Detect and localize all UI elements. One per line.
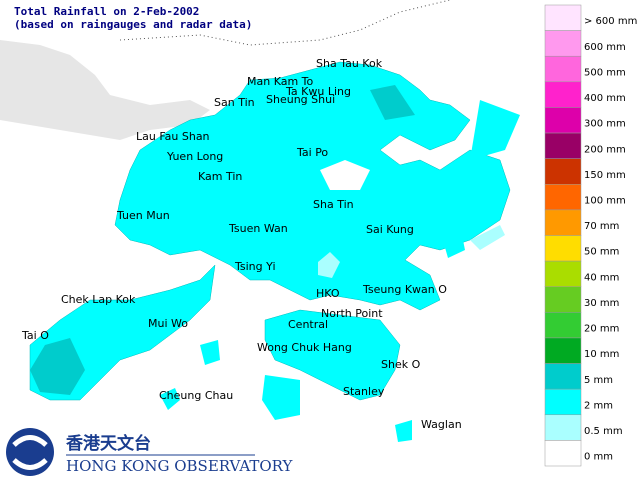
legend-label: 0 mm: [584, 452, 613, 463]
place-label: Tai O: [21, 329, 49, 342]
title-line-2: (based on raingauges and radar data): [14, 18, 252, 31]
boundary: [119, 0, 451, 46]
logo: 香港天文台 Hong Kong Observatory: [6, 428, 293, 476]
new-territories: [114, 61, 511, 311]
legend-label: 10 mm: [584, 349, 619, 360]
legend-label: 5 mm: [584, 375, 613, 386]
legend-label: 150 mm: [584, 170, 626, 181]
legend-swatch: [544, 337, 582, 364]
legend-label: 200 mm: [584, 144, 626, 155]
legend-swatch: [544, 4, 582, 31]
legend-label: 40 mm: [584, 272, 619, 283]
island: [200, 340, 220, 365]
place-label: Tseung Kwan O: [362, 283, 447, 296]
place-label: Sha Tin: [313, 198, 354, 211]
legend-swatch: [544, 235, 582, 262]
place-label: HKO: [316, 287, 340, 300]
place-label: Shek O: [381, 358, 421, 371]
mainland-north: [0, 0, 460, 65]
island: [440, 225, 465, 258]
legend-label: 300 mm: [584, 119, 626, 130]
legend: > 600 mm 600 mm 500 mm 400 mm 300 mm 200 mm 15…: [544, 4, 637, 467]
place-label: Stanley: [343, 385, 385, 398]
island: [395, 420, 412, 442]
legend-label: 0.5 mm: [584, 426, 623, 437]
legend-swatch: [544, 260, 582, 287]
tolo-harbour: [320, 160, 370, 190]
place-label: Cheung Chau: [159, 389, 233, 402]
legend-swatch: [544, 158, 582, 185]
legend-label: 30 mm: [584, 298, 619, 309]
logo-english: Hong Kong Observatory: [66, 457, 293, 475]
rain-5mm-patch: [30, 338, 85, 395]
place-label: Sai Kung: [366, 223, 414, 236]
legend-swatch: [544, 414, 582, 441]
place-label: Waglan: [421, 418, 462, 431]
legend-label: 2 mm: [584, 400, 613, 411]
place-label: Tsuen Wan: [228, 222, 288, 235]
place-label: Central: [288, 318, 328, 331]
legend-swatch: [544, 209, 582, 236]
place-label: Wong Chuk Hang: [257, 341, 352, 354]
legend-label: 100 mm: [584, 195, 626, 206]
place-label: Mui Wo: [148, 317, 188, 330]
legend-swatch: [544, 286, 582, 313]
place-label: San Tin: [214, 96, 255, 109]
place-label: North Point: [321, 307, 383, 320]
legend-swatch: [544, 388, 582, 416]
legend-swatch: [544, 184, 582, 211]
lamma-island: [262, 375, 300, 420]
place-label: Tuen Mun: [116, 209, 170, 222]
rain-0_5mm-patch: [318, 252, 340, 278]
place-label: Chek Lap Kok: [61, 293, 136, 306]
place-label: Yuen Long: [166, 150, 223, 163]
legend-swatch: [544, 440, 582, 467]
legend-label: 50 mm: [584, 247, 619, 258]
legend-swatch: [544, 363, 582, 390]
legend-swatch: [544, 30, 582, 57]
logo-swirl: [12, 435, 48, 470]
legend-swatch: [544, 107, 582, 134]
legend-swatch: [544, 132, 582, 159]
place-label: Ta Kwu Ling: [285, 85, 351, 98]
place-label: Sha Tau Kok: [316, 57, 383, 70]
rain-0_5mm-patch: [470, 225, 505, 250]
place-label: Kam Tin: [198, 170, 242, 183]
legend-label: 20 mm: [584, 324, 619, 335]
island: [470, 100, 520, 160]
title-line-1: Total Rainfall on 2-Feb-2002: [14, 5, 199, 18]
place-label: Man Kam To: [247, 75, 314, 88]
logo-chinese: 香港天文台: [66, 433, 151, 454]
legend-swatch: [544, 55, 582, 83]
legend-label: 600 mm: [584, 42, 626, 53]
legend-swatch: [544, 312, 582, 339]
legend-label: 500 mm: [584, 67, 626, 78]
mainland-west: [0, 40, 210, 140]
legend-label: > 600 mm: [584, 16, 637, 27]
place-label: Tsing Yi: [234, 260, 276, 273]
rain-5mm-patch: [370, 85, 415, 120]
hong-kong-island: [264, 309, 401, 401]
legend-swatch: [544, 81, 582, 108]
legend-label: 400 mm: [584, 93, 626, 104]
place-label: Tai Po: [296, 146, 328, 159]
place-label: Sheung Shui: [266, 93, 335, 106]
legend-label: 70 mm: [584, 221, 619, 232]
place-label: Lau Fau Shan: [136, 130, 210, 143]
island: [160, 388, 180, 410]
